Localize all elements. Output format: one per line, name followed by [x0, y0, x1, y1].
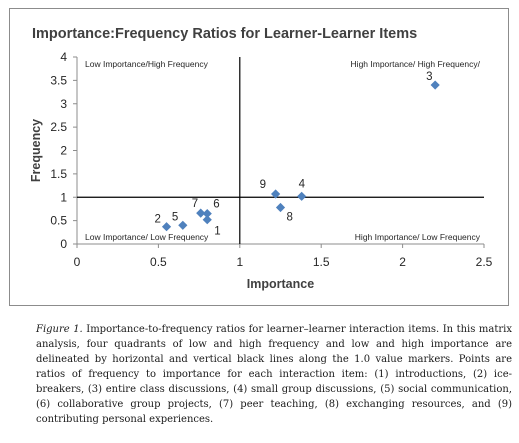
x-tick-label: 2.5: [476, 255, 493, 269]
y-tick-label: 0: [60, 237, 67, 251]
y-tick-label: 1.5: [50, 167, 67, 181]
y-tick-label: 4: [60, 50, 67, 64]
quadrant-label-top-right: High Importance/ High Frequency/: [351, 59, 481, 69]
data-point-6: [202, 209, 212, 219]
data-point-label-5: 5: [172, 211, 178, 223]
data-point-3: [430, 80, 440, 90]
y-axis-title: Frequency: [29, 119, 43, 182]
data-point-1: [202, 215, 212, 225]
data-point-label-7: 7: [192, 198, 198, 210]
data-point-8: [275, 202, 286, 213]
data-point-5: [178, 220, 188, 230]
data-point-label-8: 8: [287, 212, 293, 224]
y-tick-label: 0.5: [50, 214, 67, 228]
y-tick-label: 2.5: [50, 120, 67, 134]
quadrant-label-bottom-left: Low Importance/ Low Frequency: [85, 232, 209, 242]
plot-area: 0 0.5 1 1.5 2 2.5 0 0.5 1 1.5 2 2.5 3 3.5 4 Low Importa…: [50, 50, 492, 269]
data-point-9: [271, 189, 281, 199]
data-point-label-1: 1: [214, 226, 220, 238]
x-axis-title: Importance: [247, 277, 314, 291]
data-point-label-4: 4: [299, 178, 306, 190]
x-tick-label: 1.5: [313, 255, 330, 269]
x-tick-label: 1: [236, 255, 243, 269]
x-tick-label: 0: [74, 255, 81, 269]
y-tick-label: 3: [60, 97, 67, 111]
figure-caption: Figure 1. Importance-to-frequency ratios…: [36, 322, 512, 427]
quadrant-label-bottom-right: High Importance/ Low Frequency: [355, 232, 481, 242]
y-tick-label: 2: [60, 144, 67, 158]
data-point-2: [161, 222, 172, 232]
y-tick-label: 3.5: [50, 73, 67, 87]
data-point-label-3: 3: [426, 71, 432, 83]
data-point-label-2: 2: [155, 214, 161, 226]
figure-label: Figure 1.: [36, 324, 83, 335]
x-tick-label: 0.5: [150, 255, 167, 269]
chart-frame: Importance:Frequency Ratios for Learner-…: [9, 8, 509, 306]
data-point-label-6: 6: [213, 199, 219, 211]
caption-text: Importance-to-frequency ratios for learn…: [36, 324, 512, 425]
y-tick-label: 1: [60, 190, 67, 204]
data-point-label-9: 9: [260, 179, 266, 191]
x-tick-label: 2: [399, 255, 406, 269]
quadrant-label-top-left: Low Importance/High Frequency: [85, 59, 209, 69]
chart-title: Importance:Frequency Ratios for Learner-…: [32, 26, 417, 42]
scatter-chart: Importance:Frequency Ratios for Learner-…: [29, 26, 493, 291]
data-point-4: [297, 191, 307, 201]
data-point-7: [196, 208, 206, 218]
